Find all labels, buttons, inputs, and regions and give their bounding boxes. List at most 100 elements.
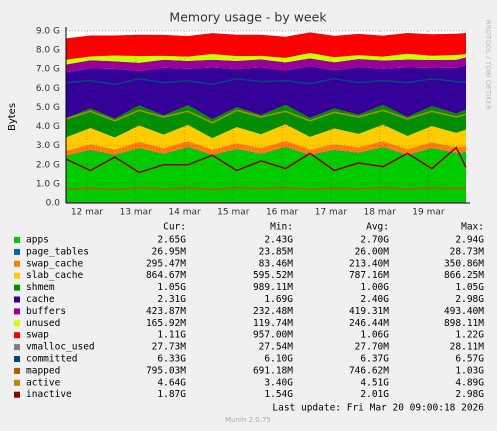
stat-value: 989.11M — [253, 282, 293, 293]
stat-value: 795.03M — [146, 365, 186, 376]
stat-value: 350.86M — [444, 258, 484, 269]
x-tick-label: 18 mar — [364, 208, 397, 218]
legend-label: cache — [26, 294, 55, 305]
legend-label: active — [26, 377, 61, 388]
stacked-area — [66, 140, 466, 156]
y-tick-label: 1.0 G — [36, 179, 60, 189]
stat-value: 1.05G — [157, 282, 186, 293]
line — [65, 186, 467, 191]
legend-label: mapped — [26, 365, 60, 376]
stat-value: 6.57G — [455, 354, 484, 365]
stat-value: 246.44M — [349, 318, 389, 329]
legend-swatch — [14, 296, 20, 303]
footer: Munin 2.0.75 — [225, 416, 271, 424]
stat-value: 6.10G — [264, 354, 293, 365]
stat-value: 23.85M — [259, 246, 294, 257]
stat-value: 957.00M — [253, 330, 293, 341]
stat-value: 866.25M — [444, 270, 484, 281]
legend-swatch — [14, 356, 20, 362]
stacked-area — [66, 124, 466, 151]
y-tick-label: 2.0 G — [36, 160, 60, 170]
stat-value: 27.70M — [355, 342, 390, 353]
stat-value: 2.65G — [157, 235, 186, 246]
stat-value: 3.40G — [264, 377, 293, 388]
stat-header: Min: — [270, 222, 293, 233]
stat-value: 2.31G — [157, 294, 186, 305]
stat-value: 1.00G — [360, 282, 389, 293]
legend-swatch — [14, 284, 20, 291]
stat-value: 1.69G — [264, 294, 293, 305]
y-axis-label: Bytes — [7, 103, 18, 131]
stat-value: 28.73M — [450, 246, 485, 257]
stat-value: 1.11G — [157, 330, 186, 341]
stat-value: 1.06G — [360, 330, 389, 341]
stat-value: 1.54G — [264, 389, 293, 400]
last-update: Last update: Fri Mar 20 09:00:18 2026 — [272, 403, 484, 414]
legend-swatch — [14, 320, 20, 327]
stacked-area — [66, 32, 466, 60]
legend-swatch — [14, 379, 20, 386]
stat-value: 2.98G — [455, 294, 484, 305]
legend-label: shmem — [26, 282, 55, 293]
stat-value: 83.46M — [259, 258, 294, 269]
legend-swatch — [14, 332, 20, 339]
x-tick-label: 13 mar — [120, 208, 153, 218]
stat-value: 2.70G — [360, 235, 389, 246]
stacked-area — [66, 65, 466, 120]
stat-value: 493.40M — [444, 306, 484, 317]
stacked-area — [66, 57, 466, 73]
legend-swatch — [14, 272, 20, 279]
stacked-area — [66, 104, 466, 139]
stat-value: 119.74M — [253, 318, 293, 329]
stat-value: 1.87G — [157, 389, 186, 400]
y-tick-label: 9.0 G — [36, 27, 60, 37]
stat-value: 4.51G — [360, 377, 389, 388]
legend-swatch — [14, 237, 20, 243]
legend-swatch — [14, 344, 20, 351]
stacked-area — [66, 147, 466, 203]
y-tick-label: 5.0 G — [36, 103, 60, 113]
stat-header: Cur: — [163, 222, 186, 233]
legend-swatch — [14, 260, 20, 267]
legend-label: unused — [26, 318, 60, 329]
stat-value: 6.33G — [157, 354, 186, 365]
stat-value: 232.48M — [253, 306, 293, 317]
stat-value: 6.37G — [360, 354, 389, 365]
stat-value: 295.47M — [146, 258, 186, 269]
legend-label: inactive — [26, 389, 72, 400]
line — [65, 109, 467, 124]
stat-value: 746.62M — [349, 365, 389, 376]
stat-value: 419.31M — [349, 306, 389, 317]
side-text: RRDTOOL / TOBI OETIKER — [484, 20, 492, 110]
x-tick-label: 15 mar — [217, 208, 250, 218]
stat-value: 213.40M — [349, 258, 389, 269]
stacked-area — [66, 53, 466, 65]
legend-label: page_tables — [26, 246, 89, 257]
legend-label: committed — [26, 354, 77, 365]
stat-value: 2.98G — [455, 389, 484, 400]
x-tick-label: 17 mar — [315, 208, 348, 218]
legend-label: swap_cache — [26, 258, 83, 269]
stat-value: 595.52M — [253, 270, 293, 281]
stat-value: 2.01G — [360, 389, 389, 400]
stat-value: 898.11M — [444, 318, 484, 329]
stat-value: 4.64G — [157, 377, 186, 388]
stat-value: 4.89G — [455, 377, 484, 388]
legend-swatch — [14, 308, 20, 315]
stat-value: 423.87M — [146, 306, 186, 317]
stat-value: 27.54M — [259, 342, 294, 353]
y-tick-label: 7.0 G — [36, 65, 60, 75]
stat-value: 691.18M — [253, 365, 293, 376]
stat-header: Max: — [461, 222, 484, 233]
x-tick-label: 16 mar — [266, 208, 299, 218]
stat-value: 2.40G — [360, 294, 389, 305]
legend-label: apps — [26, 235, 49, 246]
stat-value: 28.11M — [450, 342, 485, 353]
legend-swatch — [14, 391, 20, 398]
legend-label: vmalloc_used — [26, 342, 95, 353]
y-tick-label: 0.0 — [46, 199, 61, 209]
x-tick-label: 19 mar — [412, 208, 445, 218]
x-tick-label: 14 mar — [168, 208, 201, 218]
stat-value: 26.00M — [355, 246, 390, 257]
y-tick-label: 4.0 G — [36, 122, 60, 132]
